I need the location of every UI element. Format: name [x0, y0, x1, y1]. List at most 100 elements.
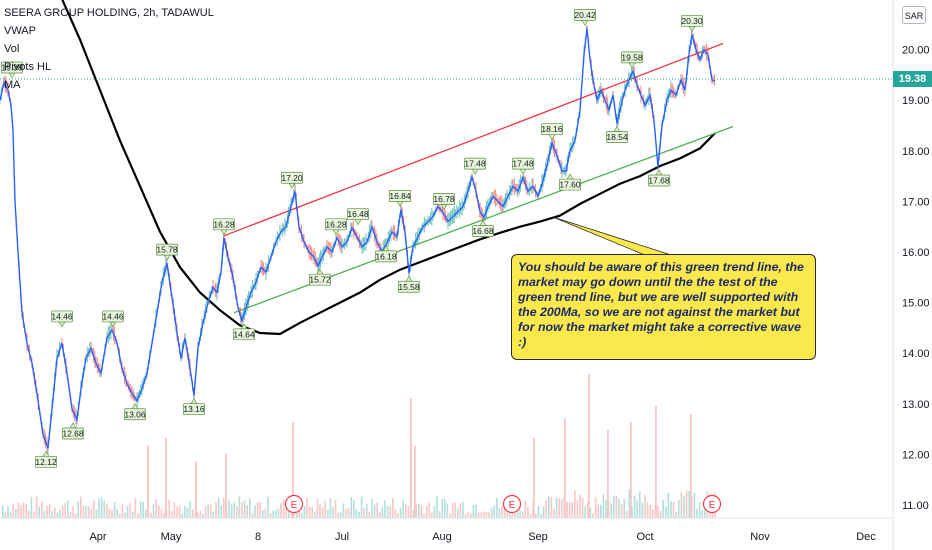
volume-bar [246, 505, 248, 518]
volume-bar [672, 502, 675, 518]
volume-bar [12, 503, 14, 518]
pivot-label: 16.18 [375, 245, 397, 263]
volume-bar [600, 504, 602, 518]
volume-bar [311, 507, 313, 518]
volume-bar [623, 499, 625, 518]
pivot-value: 12.68 [62, 428, 84, 438]
pivot-pointer [58, 321, 66, 328]
volume-bar [28, 510, 30, 518]
volume-bar [568, 502, 571, 518]
volume-bar [470, 513, 472, 518]
volume-bar [236, 506, 238, 518]
annotation-callout[interactable]: You should be aware of this green trend … [511, 254, 816, 360]
volume-bar [446, 503, 449, 518]
volume-bar [285, 507, 287, 518]
indicator-vwap[interactable]: VWAP [4, 25, 36, 37]
volume-bar [392, 498, 394, 518]
volume-bar [414, 446, 416, 518]
pivot-pointer [471, 168, 479, 175]
price-axis[interactable]: 11.00 12.00 13.00 14.00 15.00 16.00 17.00 18.00… [902, 45, 930, 512]
pivot-box [35, 455, 57, 468]
volume-bar [571, 502, 573, 518]
volume-bar [116, 509, 118, 518]
volume-bar [610, 503, 612, 518]
volume-bar [35, 496, 38, 518]
volume-bar [207, 504, 209, 518]
volume-bar [477, 512, 480, 518]
volume-bar [100, 497, 103, 518]
indicator-pivots-hl[interactable]: Pivots HL [4, 61, 52, 73]
pivot-box [389, 190, 411, 202]
volume-bar [431, 512, 433, 518]
volume-bar [2, 505, 4, 518]
volume-bar [195, 462, 197, 518]
volume-bar [644, 495, 646, 518]
indicator-vol[interactable]: Vol [4, 43, 20, 55]
pivot-label: 14.46 [102, 310, 124, 328]
volume-bar [579, 494, 581, 518]
price-tick-label: 17.00 [902, 196, 930, 208]
volume-bar [418, 503, 420, 518]
volume-bar [129, 503, 131, 518]
volume-bar [542, 506, 545, 518]
pivot-box [213, 218, 235, 231]
currency-button[interactable]: SAR [902, 6, 926, 24]
upper-trend-line [223, 42, 724, 237]
volume-bar [587, 502, 589, 518]
pivot-value: 16.28 [325, 219, 347, 229]
pivot-box [648, 174, 670, 187]
symbol-title[interactable]: SEERA GROUP HOLDING, 2h, TADAWUL [4, 7, 214, 19]
volume-bar [340, 511, 342, 518]
volume-bar [564, 418, 566, 518]
pivot-label: 14.46 [51, 310, 73, 328]
volume-bar [397, 513, 399, 518]
volume-bar [111, 510, 113, 518]
volume-bar [405, 504, 407, 518]
volume-bar [124, 512, 126, 518]
volume-bar [197, 512, 199, 518]
volume-bar [277, 508, 280, 518]
pivot-box [281, 171, 303, 184]
volume-bar [290, 512, 293, 518]
time-axis[interactable]: Apr May 8 Jul Aug Sep Oct Nov Dec [89, 531, 876, 543]
volume-bar [636, 500, 638, 518]
volume-bar [145, 509, 147, 518]
price-tick-label: 20.00 [902, 45, 930, 57]
volume-bar [576, 500, 579, 518]
volume-bar [641, 502, 644, 518]
volume-bar [7, 506, 9, 518]
volume-bar [87, 505, 90, 518]
pivot-label: 19.58 [621, 51, 643, 69]
volume-bar [137, 513, 139, 518]
volume-bar [433, 506, 436, 518]
volume-bar [106, 504, 108, 518]
volume-bars [2, 374, 716, 518]
pivot-pointer [354, 219, 362, 226]
pivot-value: 19.38 [1, 62, 23, 72]
volume-bar [597, 504, 599, 518]
time-tick-label: 8 [255, 531, 261, 543]
time-tick-label: Aug [432, 531, 452, 543]
price-tick-label: 13.00 [902, 399, 930, 411]
volume-bar [665, 506, 667, 518]
volume-bar [119, 513, 121, 518]
volume-bar [535, 513, 537, 518]
volume-bar [415, 503, 417, 518]
volume-bar [171, 511, 173, 518]
volume-bar [15, 508, 17, 518]
pivot-label: 16.28 [325, 218, 347, 236]
pivot-pointer [479, 220, 487, 226]
pivot-pointer [548, 134, 556, 141]
volume-bar [204, 506, 207, 518]
volume-bar [441, 498, 443, 518]
volume-bar [386, 505, 389, 518]
volume-bar [249, 498, 251, 518]
indicator-ma[interactable]: MA [4, 79, 21, 91]
volume-bar [173, 502, 176, 518]
pivot-labels: 12.12 12.68 14.46 14.46 13.06 15.78 13.16 16.28… [1, 8, 703, 468]
volume-bar [685, 490, 688, 518]
price-tick-label: 14.00 [902, 348, 930, 360]
volume-bar [280, 503, 282, 518]
